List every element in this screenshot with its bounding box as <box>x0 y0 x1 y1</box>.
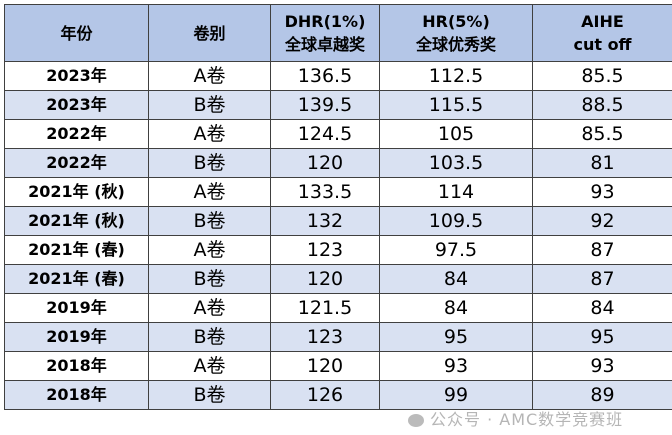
aihe-cell: 87 <box>532 235 672 265</box>
table-row: 2021年 (春) A卷 123 97.5 87 <box>4 235 672 265</box>
header-line1: DHR(1%) <box>284 12 366 31</box>
year-cell: 2021年 (秋) <box>4 177 149 207</box>
dhr-cell: 124.5 <box>270 119 380 149</box>
watermark: 公众号 · AMC数学竞赛班 <box>408 410 623 430</box>
dhr-cell: 123 <box>270 235 380 265</box>
header-row: 年份 卷别 DHR(1%) 全球卓越奖 HR(5%) 全球优秀奖 AIHE cut off <box>4 4 672 62</box>
aihe-cell: 89 <box>532 380 672 410</box>
year-cell: 2021年 (春) <box>4 235 149 265</box>
paper-cell: A卷 <box>148 235 271 265</box>
paper-cell: A卷 <box>148 293 271 323</box>
year-cell: 2019年 <box>4 293 149 323</box>
hr-cell: 115.5 <box>379 90 533 120</box>
header-line1: 年份 <box>60 23 93 43</box>
aihe-cell: 81 <box>532 148 672 178</box>
year-cell: 2021年 (秋) <box>4 206 149 236</box>
paper-cell: A卷 <box>148 61 271 91</box>
hr-cell: 99 <box>379 380 533 410</box>
table-row: 2022年 B卷 120 103.5 81 <box>4 148 672 178</box>
dhr-cell: 123 <box>270 322 380 352</box>
dhr-cell: 136.5 <box>270 61 380 91</box>
table-row: 2021年 (春) B卷 120 84 87 <box>4 264 672 294</box>
hr-cell: 84 <box>379 293 533 323</box>
header-line1: 卷别 <box>193 23 226 43</box>
table-row: 2021年 (秋) B卷 132 109.5 92 <box>4 206 672 236</box>
aihe-cell: 85.5 <box>532 119 672 149</box>
table-row: 2018年 A卷 120 93 93 <box>4 351 672 381</box>
table-row: 2019年 B卷 123 95 95 <box>4 322 672 352</box>
watermark-text: 公众号 · AMC数学竞赛班 <box>430 410 624 429</box>
table-row: 2018年 B卷 126 99 89 <box>4 380 672 410</box>
aihe-cell: 84 <box>532 293 672 323</box>
year-cell: 2022年 <box>4 119 149 149</box>
paper-cell: B卷 <box>148 148 271 178</box>
hr-cell: 114 <box>379 177 533 207</box>
column-header: DHR(1%) 全球卓越奖 <box>270 4 380 62</box>
dhr-cell: 120 <box>270 148 380 178</box>
dhr-cell: 126 <box>270 380 380 410</box>
dhr-cell: 132 <box>270 206 380 236</box>
year-cell: 2018年 <box>4 380 149 410</box>
hr-cell: 112.5 <box>379 61 533 91</box>
column-header: AIHE cut off <box>532 4 672 62</box>
dhr-cell: 121.5 <box>270 293 380 323</box>
year-cell: 2023年 <box>4 90 149 120</box>
table-row: 2023年 A卷 136.5 112.5 85.5 <box>4 61 672 91</box>
aihe-cell: 87 <box>532 264 672 294</box>
year-cell: 2022年 <box>4 148 149 178</box>
header-line2: cut off <box>573 35 632 54</box>
paper-cell: B卷 <box>148 380 271 410</box>
aihe-cell: 92 <box>532 206 672 236</box>
column-header: 卷别 <box>148 4 271 62</box>
table-row: 2021年 (秋) A卷 133.5 114 93 <box>4 177 672 207</box>
year-cell: 2019年 <box>4 322 149 352</box>
paper-cell: B卷 <box>148 90 271 120</box>
hr-cell: 95 <box>379 322 533 352</box>
dhr-cell: 120 <box>270 351 380 381</box>
column-header: HR(5%) 全球优秀奖 <box>379 4 533 62</box>
year-cell: 2018年 <box>4 351 149 381</box>
paper-cell: B卷 <box>148 206 271 236</box>
dhr-cell: 133.5 <box>270 177 380 207</box>
dhr-cell: 139.5 <box>270 90 380 120</box>
aihe-cell: 93 <box>532 177 672 207</box>
year-cell: 2021年 (春) <box>4 264 149 294</box>
header-line1: HR(5%) <box>422 12 490 31</box>
paper-cell: B卷 <box>148 322 271 352</box>
header-line2: 全球卓越奖 <box>284 35 365 54</box>
hr-cell: 103.5 <box>379 148 533 178</box>
aihe-cell: 95 <box>532 322 672 352</box>
column-header: 年份 <box>4 4 149 62</box>
table-row: 2022年 A卷 124.5 105 85.5 <box>4 119 672 149</box>
dhr-cell: 120 <box>270 264 380 294</box>
hr-cell: 97.5 <box>379 235 533 265</box>
aihe-cell: 88.5 <box>532 90 672 120</box>
hr-cell: 84 <box>379 264 533 294</box>
paper-cell: A卷 <box>148 351 271 381</box>
hr-cell: 93 <box>379 351 533 381</box>
year-cell: 2023年 <box>4 61 149 91</box>
score-table: 年份 卷别 DHR(1%) 全球卓越奖 HR(5%) 全球优秀奖 AIHE cut off 2… <box>4 4 672 410</box>
paper-cell: A卷 <box>148 119 271 149</box>
aihe-cell: 85.5 <box>532 61 672 91</box>
hr-cell: 105 <box>379 119 533 149</box>
hr-cell: 109.5 <box>379 206 533 236</box>
paper-cell: A卷 <box>148 177 271 207</box>
header-line1: AIHE <box>581 12 624 31</box>
table-row: 2023年 B卷 139.5 115.5 88.5 <box>4 90 672 120</box>
wechat-icon <box>408 414 424 427</box>
header-line2: 全球优秀奖 <box>415 35 496 54</box>
paper-cell: B卷 <box>148 264 271 294</box>
table-row: 2019年 A卷 121.5 84 84 <box>4 293 672 323</box>
aihe-cell: 93 <box>532 351 672 381</box>
